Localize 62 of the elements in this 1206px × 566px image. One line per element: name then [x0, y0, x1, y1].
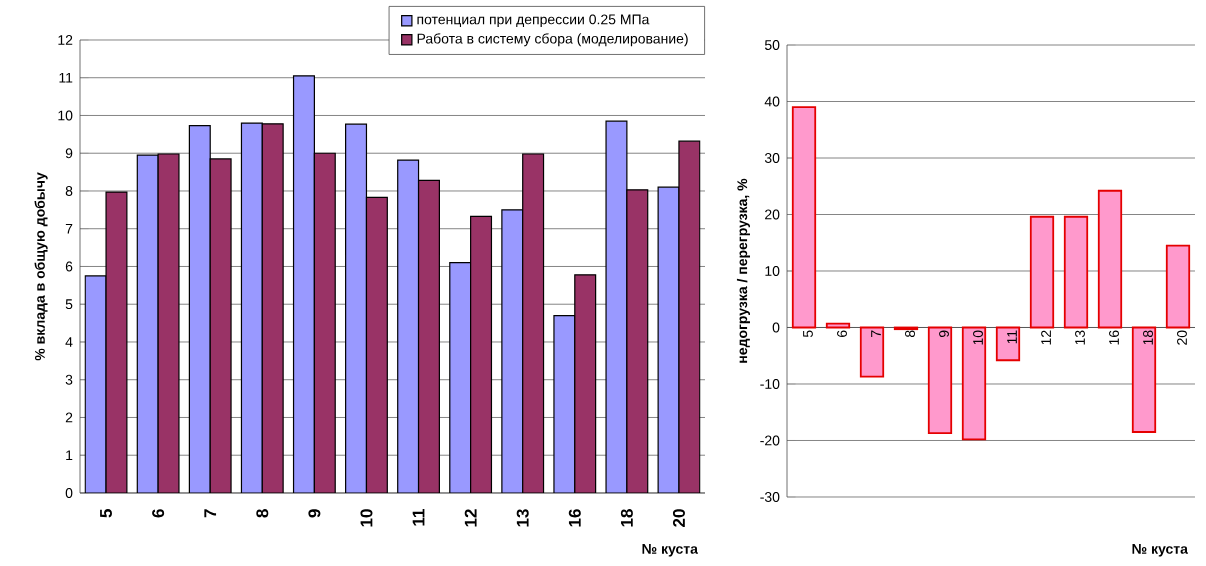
x-tick-label: 20	[672, 509, 685, 527]
bar	[927, 326, 953, 435]
x-tick-label: 18	[1143, 330, 1153, 345]
x-tick-label: 16	[1109, 330, 1119, 345]
x-axis-title: № куста	[1132, 544, 1189, 557]
x-tick-label: 13	[516, 509, 529, 527]
x-tick-label: 11	[1007, 330, 1017, 344]
x-tick-label: 12	[1041, 330, 1051, 345]
x-tick-label: 6	[837, 330, 847, 337]
y-axis-title: % вклада в общую добычу	[34, 172, 48, 361]
x-tick-label: 20	[1177, 330, 1187, 345]
x-tick-label: 9	[939, 330, 949, 338]
y-tick-label: 3	[65, 374, 73, 385]
y-tick-label: 5	[65, 299, 73, 310]
x-tick-label: 9	[308, 509, 321, 518]
x-tick-label: 10	[973, 330, 983, 345]
bar	[1165, 244, 1191, 329]
bar	[791, 106, 817, 329]
legend-label: Работа в систему сбора (моделирование)	[417, 33, 688, 47]
y-tick-label: 4	[65, 337, 73, 347]
y-tick-label: 2	[65, 412, 73, 423]
x-tick-label: 13	[1075, 330, 1085, 345]
y-tick-label: 7	[65, 223, 73, 234]
y-tick-label: 0	[772, 322, 780, 333]
legend-label: потенциал при депрессии 0.25 МПа	[417, 14, 650, 28]
x-tick-label: 18	[620, 509, 633, 527]
y-tick-label: 40	[764, 96, 780, 107]
bar	[1097, 189, 1123, 329]
bar	[1063, 215, 1089, 329]
bar	[995, 326, 1021, 362]
y-tick-label: 12	[58, 35, 73, 45]
x-tick-label: 16	[568, 509, 581, 527]
x-tick-label: 7	[871, 330, 881, 337]
y-tick-label: 0	[65, 488, 73, 498]
x-tick-label: 5	[100, 509, 112, 518]
x-axis-title: № куста	[642, 544, 699, 557]
y-tick-label: -20	[760, 435, 780, 446]
y-tick-label: -10	[760, 379, 780, 389]
x-tick-label: 5	[803, 330, 813, 338]
x-tick-label: 10	[360, 509, 373, 527]
bar	[1131, 326, 1157, 433]
x-tick-label: 8	[905, 330, 915, 338]
y-tick-label: 50	[764, 40, 780, 50]
y-tick-label: 20	[765, 209, 780, 220]
x-tick-label: 8	[256, 509, 269, 518]
y-tick-label: 30	[764, 153, 780, 163]
y-tick-label: 10	[58, 110, 73, 121]
x-tick-label: 6	[152, 509, 165, 518]
bar	[1029, 215, 1055, 329]
y-tick-label: 10	[765, 266, 780, 276]
bar	[859, 326, 885, 378]
y-tick-label: -30	[760, 492, 780, 502]
y-tick-label: 6	[65, 261, 73, 272]
y-tick-label: 1	[66, 450, 73, 461]
y-tick-label: 11	[59, 72, 73, 83]
x-tick-label: 7	[204, 509, 217, 518]
y-axis-title: недогрузка / перегрузка, %	[736, 178, 750, 363]
y-tick-label: 9	[65, 148, 73, 159]
y-tick-label: 8	[65, 186, 73, 196]
x-tick-label: 12	[464, 509, 477, 527]
bar	[961, 326, 987, 441]
x-tick-label: 11	[412, 509, 425, 526]
